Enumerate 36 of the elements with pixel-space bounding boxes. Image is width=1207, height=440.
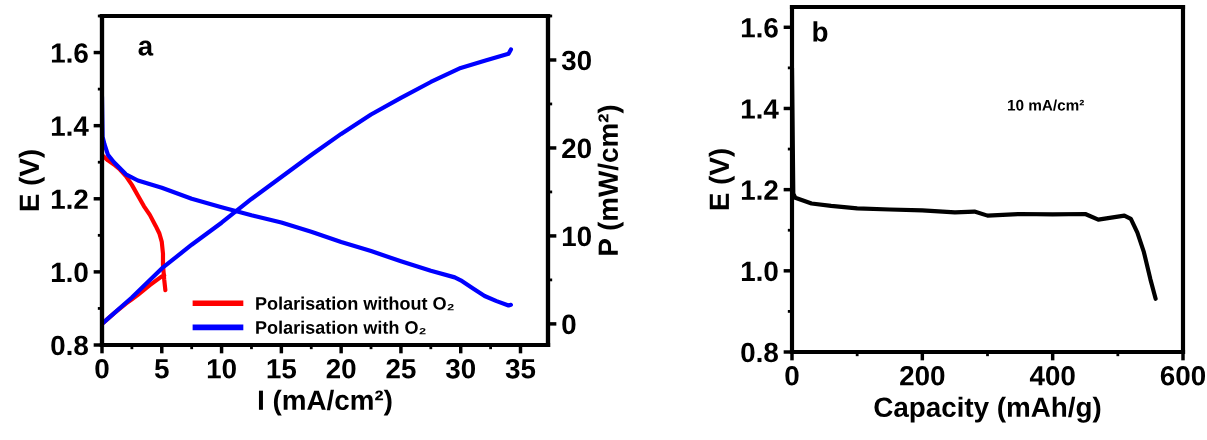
y-tick-label: 1.4 (741, 99, 779, 119)
x-tick-label: 0 (785, 365, 799, 386)
x-tick-label: 200 (900, 365, 945, 386)
x-tick-label: 15 (267, 359, 297, 379)
y-tick-label: 1.6 (741, 17, 778, 38)
y-tick-label: 1.2 (741, 180, 778, 200)
y-axis-title: E (V) (18, 150, 45, 211)
y2-tick-label: 0 (562, 314, 576, 335)
y-axis-title: E (V) (708, 149, 735, 210)
annotation: b (813, 21, 828, 42)
legend-label: Polarisation without O₂ (256, 296, 454, 311)
y-tick-label: 1.6 (51, 43, 88, 63)
x-tick-label: 30 (445, 358, 476, 379)
x-tick-label: 400 (1029, 365, 1075, 386)
x-tick-label: 20 (326, 358, 356, 379)
annotation: a (138, 40, 154, 56)
y2-axis-title: P (mW/cm²) (597, 105, 624, 255)
y2-tick-label: 20 (562, 138, 591, 159)
legend-label: Polarisation with O₂ (256, 320, 426, 335)
y2-tick-label: 30 (561, 50, 591, 71)
x-tick-label: 10 (207, 358, 236, 379)
y-tick-label: 1.0 (741, 261, 778, 282)
annotation: 10 mA/cm² (1008, 99, 1084, 111)
y-tick-label: 1.0 (51, 262, 88, 283)
y-tick-label: 1.2 (51, 189, 88, 209)
y-tick-label: 0.8 (51, 335, 88, 356)
y-tick-label: 1.4 (51, 116, 89, 136)
y-tick-label: 0.8 (741, 342, 778, 363)
x-tick-label: 25 (386, 358, 416, 379)
x-tick-label: 5 (154, 359, 169, 379)
x-tick-label: 600 (1160, 365, 1206, 386)
x-tick-label: 35 (505, 358, 536, 379)
x-tick-label: 0 (95, 358, 109, 379)
x-axis-title: Capacity (mAh/g) (874, 396, 1101, 423)
y2-tick-label: 10 (562, 226, 591, 247)
x-axis-title: I (mA/cm²) (258, 389, 392, 416)
